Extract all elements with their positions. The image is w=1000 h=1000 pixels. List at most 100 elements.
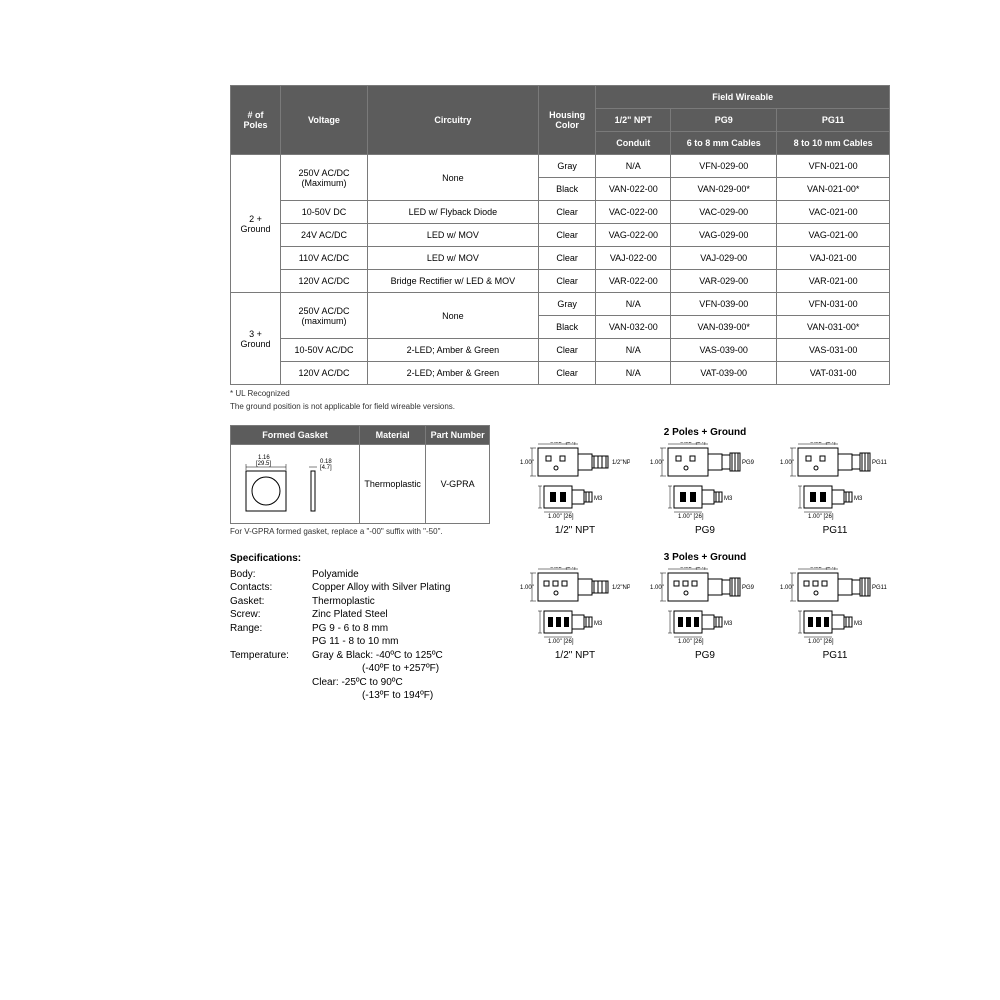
svg-text:PG11: PG11: [872, 585, 888, 591]
cell-color: Black: [538, 316, 596, 339]
document-content: # ofPoles Voltage Circuitry HousingColor…: [230, 85, 890, 703]
svg-text:PG9: PG9: [742, 585, 755, 591]
diag-section-1-title: 2 Poles + Ground: [520, 427, 890, 438]
cell-c3: VAR-021-00: [777, 270, 890, 293]
specifications: Specifications: Body:PolyamideContacts: C…: [230, 552, 490, 703]
cell-c2: VAG-029-00: [671, 224, 777, 247]
spec-label: Range:: [230, 622, 312, 636]
svg-text:0.93" [24]: 0.93" [24]: [680, 567, 706, 570]
cell-circuitry: LED w/ Flyback Diode: [367, 201, 538, 224]
svg-text:M3: M3: [724, 496, 733, 502]
th-formed-gasket: Formed Gasket: [231, 426, 360, 445]
footnote-ul: * UL Recognized: [230, 389, 890, 398]
th-circuitry: Circuitry: [367, 86, 538, 155]
spec-label: [230, 689, 312, 703]
spec-row: Range:PG 9 - 6 to 8 mm: [230, 622, 490, 636]
spec-label: [230, 662, 312, 676]
cell-c1: N/A: [596, 362, 671, 385]
th-pg9: PG9: [671, 109, 777, 132]
left-column: Formed Gasket Material Part Number: [230, 425, 490, 703]
cell-circuitry: LED w/ MOV: [367, 247, 538, 270]
specs-title: Specifications:: [230, 552, 490, 566]
th-voltage: Voltage: [280, 86, 367, 155]
spec-value: PG 9 - 6 to 8 mm: [312, 622, 388, 636]
svg-text:PG11: PG11: [872, 460, 888, 466]
cell-c2: VAS-039-00: [671, 339, 777, 362]
svg-text:M3: M3: [854, 621, 863, 627]
cell-c3: VAC-021-00: [777, 201, 890, 224]
spec-row: Gasket:Thermoplastic: [230, 595, 490, 609]
cell-c1: VAJ-022-00: [596, 247, 671, 270]
th-material: Material: [360, 426, 426, 445]
spec-label: Screw:: [230, 608, 312, 622]
cell-circuitry: 2-LED; Amber & Green: [367, 362, 538, 385]
th-cables810: 8 to 10 mm Cables: [777, 132, 890, 155]
spec-row: PG 11 - 8 to 10 mm: [230, 635, 490, 649]
gasket-diagram-cell: 1.16 [29.5] 0.18 [4.7]: [231, 445, 360, 524]
th-poles: # ofPoles: [231, 86, 281, 155]
diagram-label: PG9: [650, 525, 760, 536]
cell-voltage: 10-50V DC: [280, 201, 367, 224]
cell-color: Clear: [538, 247, 596, 270]
svg-text:1.00" [26]: 1.00" [26]: [808, 639, 834, 645]
main-tbody: 2 +Ground250V AC/DC(Maximum)NoneGrayN/AV…: [231, 155, 890, 385]
footnote-ground: The ground position is not applicable fo…: [230, 402, 890, 411]
cell-circuitry: LED w/ MOV: [367, 224, 538, 247]
spec-value: PG 11 - 8 to 10 mm: [312, 635, 399, 649]
spec-value: Gray & Black: -40ºC to 125ºC: [312, 649, 443, 663]
main-part-table: # ofPoles Voltage Circuitry HousingColor…: [230, 85, 890, 385]
poles-group-3: 3 +Ground: [231, 293, 281, 385]
cell-color: Gray: [538, 293, 596, 316]
cell-c1: VAC-022-00: [596, 201, 671, 224]
svg-text:1.00": 1.00": [650, 585, 664, 591]
cell-circuitry: None: [367, 293, 538, 339]
cell-voltage: 120V AC/DC: [280, 362, 367, 385]
diagram-cell: 1.00" 0.93" [24] 1/2"NPT 1.00" [26] M3 1…: [520, 567, 630, 661]
cell-color: Clear: [538, 224, 596, 247]
svg-text:M3: M3: [594, 621, 603, 627]
svg-text:0.93" [24]: 0.93" [24]: [810, 567, 836, 570]
spec-label: Contacts:: [230, 581, 312, 595]
spec-label: [230, 676, 312, 690]
svg-text:PG9: PG9: [742, 460, 755, 466]
spec-label: Temperature:: [230, 649, 312, 663]
cell-color: Clear: [538, 339, 596, 362]
cell-voltage: 24V AC/DC: [280, 224, 367, 247]
gasket-material: Thermoplastic: [360, 445, 426, 524]
cell-c3: VFN-031-00: [777, 293, 890, 316]
cell-c2: VFN-039-00: [671, 293, 777, 316]
svg-text:1/2"NPT: 1/2"NPT: [612, 585, 630, 591]
spec-row: Body:Polyamide: [230, 568, 490, 582]
svg-text:M3: M3: [594, 496, 603, 502]
th-conduit: Conduit: [596, 132, 671, 155]
diagram-label: PG11: [780, 650, 890, 661]
diagram-cell: 1.00" 0.93" [24] PG11 1.00" [26] M3 PG11: [780, 567, 890, 661]
spec-value: Zinc Plated Steel: [312, 608, 388, 622]
cell-c3: VAN-031-00*: [777, 316, 890, 339]
cell-c3: VAT-031-00: [777, 362, 890, 385]
diagram-label: PG11: [780, 525, 890, 536]
svg-text:0.93" [24]: 0.93" [24]: [810, 442, 836, 445]
gasket-part: V-GPRA: [426, 445, 490, 524]
th-npt: 1/2" NPT: [596, 109, 671, 132]
cell-c3: VFN-021-00: [777, 155, 890, 178]
svg-text:1.00": 1.00": [520, 585, 534, 591]
cell-voltage: 10-50V AC/DC: [280, 339, 367, 362]
spec-row: Clear: -25ºC to 90ºC: [230, 676, 490, 690]
spec-label: Body:: [230, 568, 312, 582]
svg-text:1.00" [26]: 1.00" [26]: [678, 514, 704, 520]
cell-voltage: 110V AC/DC: [280, 247, 367, 270]
cell-c1: N/A: [596, 293, 671, 316]
cell-circuitry: Bridge Rectifier w/ LED & MOV: [367, 270, 538, 293]
cell-c1: N/A: [596, 339, 671, 362]
th-fieldwireable: Field Wireable: [596, 86, 890, 109]
spec-row: Temperature:Gray & Black: -40ºC to 125ºC: [230, 649, 490, 663]
th-cables68: 6 to 8 mm Cables: [671, 132, 777, 155]
svg-text:1.00": 1.00": [780, 460, 794, 466]
diagram-cell: 1.00" 0.93" [24] 1/2"NPT 1.00" [26] M3 1…: [520, 442, 630, 536]
svg-text:0.93" [24]: 0.93" [24]: [550, 442, 576, 445]
cell-c2: VAN-039-00*: [671, 316, 777, 339]
svg-text:1.00" [26]: 1.00" [26]: [548, 514, 574, 520]
svg-text:1.00": 1.00": [650, 460, 664, 466]
spec-label: Gasket:: [230, 595, 312, 609]
